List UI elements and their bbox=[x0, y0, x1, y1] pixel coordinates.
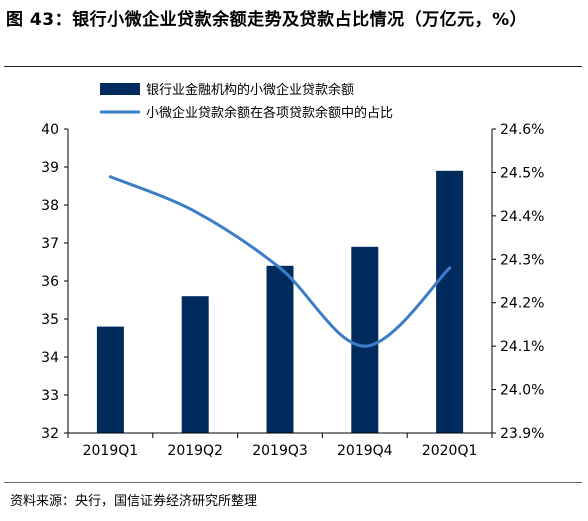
left-tick-label: 35 bbox=[41, 312, 59, 328]
share-point-2019Q4 bbox=[363, 344, 367, 348]
share-point-2019Q2 bbox=[193, 210, 197, 214]
right-tick-label: 24.6% bbox=[500, 122, 544, 138]
right-tick-label: 24.1% bbox=[500, 339, 544, 355]
bar-2019Q4 bbox=[351, 246, 379, 433]
left-tick-label: 33 bbox=[41, 388, 59, 404]
source-note: 资料来源：央行，国信证券经济研究所整理 bbox=[10, 494, 258, 509]
legend-label-bar: 银行业金融机构的小微企业贷款余额 bbox=[146, 82, 354, 98]
bar-series bbox=[96, 170, 464, 434]
left-tick-label: 32 bbox=[41, 426, 59, 442]
line-series bbox=[108, 175, 452, 348]
left-tick-label: 37 bbox=[41, 236, 59, 252]
share-line-path bbox=[108, 175, 452, 348]
right-tick-label: 24.3% bbox=[500, 252, 544, 268]
legend-label-line: 小微企业贷款余额在各项贷款余额中的占比 bbox=[146, 105, 393, 121]
right-tick-label: 24.5% bbox=[500, 165, 544, 181]
right-tick-label: 23.9% bbox=[500, 426, 544, 442]
x-tick-label: 2019Q1 bbox=[83, 443, 139, 459]
share-point-2019Q3 bbox=[278, 266, 282, 270]
x-tick-label: 2020Q1 bbox=[422, 443, 478, 459]
bar-2019Q2 bbox=[181, 296, 209, 433]
x-tick-label: 2019Q3 bbox=[252, 443, 308, 459]
legend-swatch-bar bbox=[100, 83, 140, 95]
bar-2019Q1 bbox=[96, 326, 124, 433]
chart-title: 图 43：银行小微企业贷款余额走势及贷款占比情况（万亿元，%） bbox=[6, 10, 528, 30]
left-tick-label: 40 bbox=[41, 122, 59, 138]
source-divider bbox=[4, 482, 582, 483]
x-tick-label: 2019Q2 bbox=[167, 443, 223, 459]
left-y-axis: 32 33 34 35 36 37 38 39 40 bbox=[41, 122, 69, 442]
left-tick-label: 39 bbox=[41, 160, 59, 176]
share-point-2019Q1 bbox=[108, 175, 112, 179]
left-tick-label: 34 bbox=[41, 350, 59, 366]
right-tick-label: 24.2% bbox=[500, 296, 544, 312]
share-point-2020Q1 bbox=[448, 266, 452, 270]
bar-2020Q1 bbox=[436, 170, 464, 434]
right-y-axis: 23.9% 24.0% 24.1% 24.2% 24.3% 24.4% 24.5% 24.6% bbox=[491, 122, 544, 442]
right-tick-label: 24.0% bbox=[500, 383, 544, 399]
left-tick-label: 36 bbox=[41, 274, 59, 290]
x-axis: 2019Q1 2019Q2 2019Q3 2019Q4 2020Q1 bbox=[67, 432, 493, 459]
left-tick-label: 38 bbox=[41, 198, 59, 214]
right-tick-label: 24.4% bbox=[500, 209, 544, 225]
bar-2019Q3 bbox=[266, 265, 294, 433]
x-tick-label: 2019Q4 bbox=[337, 443, 393, 459]
title-divider bbox=[4, 66, 582, 67]
